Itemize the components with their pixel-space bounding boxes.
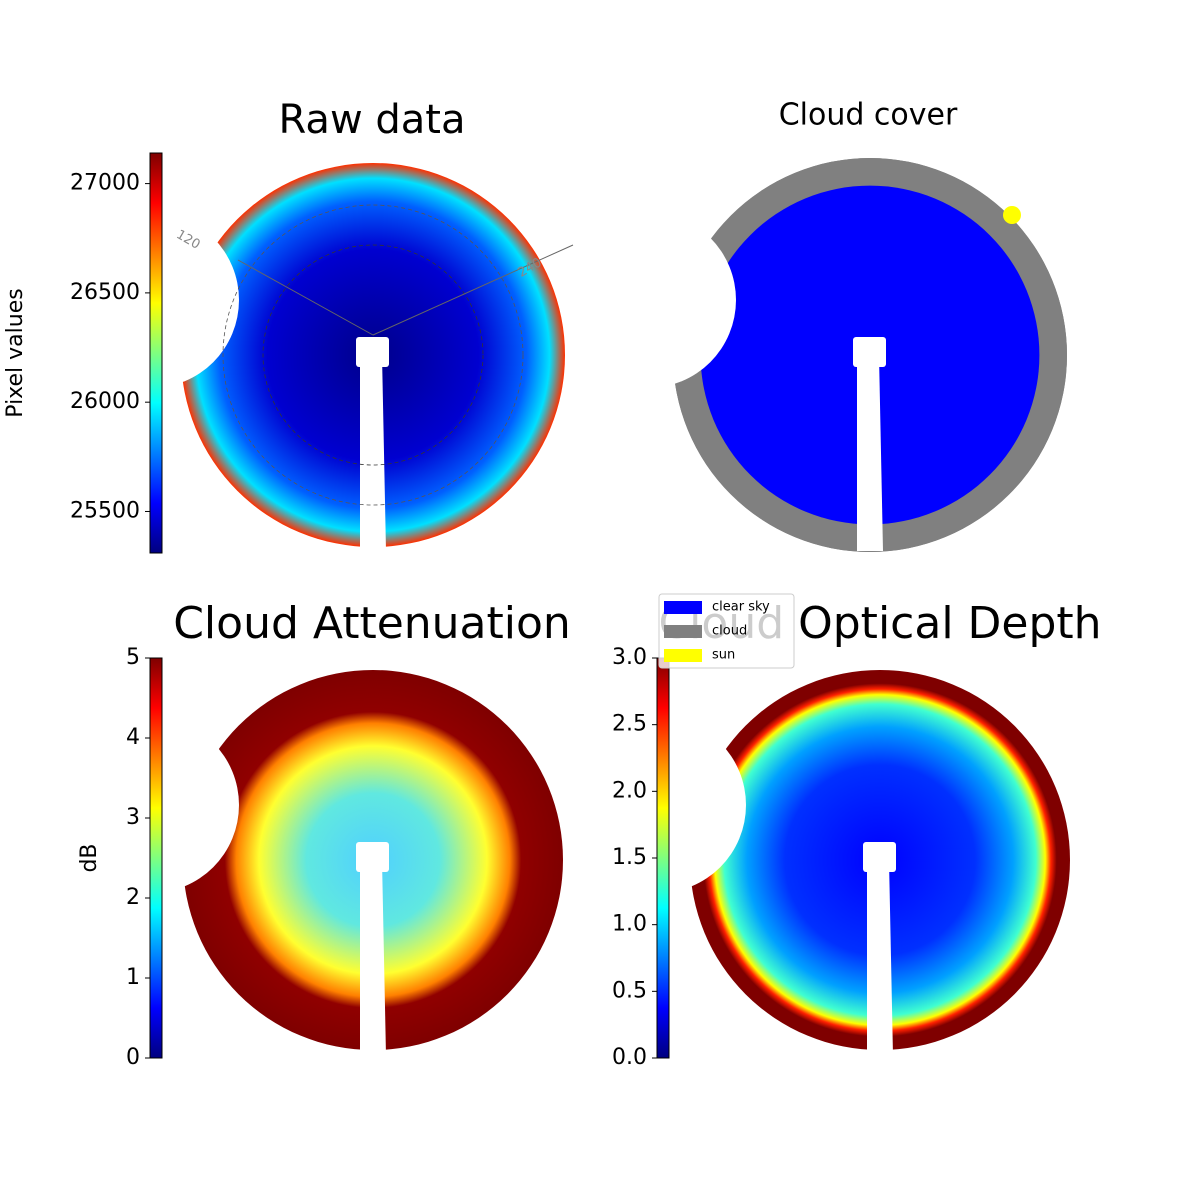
colorbar-tick-label: 2.5 <box>612 712 647 737</box>
panel: Raw data12024025500260002650027000Pixel … <box>3 97 574 554</box>
panel-title: Raw data <box>279 97 466 143</box>
legend-label: sun <box>712 648 735 663</box>
colorbar-tick-label: 3 <box>126 805 140 830</box>
panel: Cloud cover <box>560 98 1067 552</box>
legend-swatch <box>664 649 702 662</box>
colorbar-tick-label: 0.5 <box>612 978 647 1003</box>
colorbar-label: dB <box>77 843 102 872</box>
colorbar <box>149 152 163 554</box>
polar-grid <box>222 204 524 506</box>
polar-spoke <box>372 244 574 336</box>
colorbar-tick-label: 26500 <box>70 280 140 305</box>
colorbar-tick-label: 26000 <box>70 389 140 414</box>
legend-swatch <box>664 625 702 638</box>
mast <box>867 860 893 1056</box>
panel: Cloud Attenuation 0 1 2 3 4 5 dB <box>63 598 571 1070</box>
legend-label: clear sky <box>712 600 770 615</box>
colorbar-tick-label: 1.5 <box>612 845 647 870</box>
polar-spoke <box>237 259 374 336</box>
colorbar <box>656 657 670 1059</box>
colorbar-tick-label: 1 <box>126 965 140 990</box>
colorbar-tick-label: 4 <box>126 725 140 750</box>
colorbar-tick-label: 2 <box>126 885 140 910</box>
camera-arm <box>356 337 389 367</box>
polar-grid <box>262 244 484 466</box>
colorbar-label: Pixel values <box>3 288 28 417</box>
colorbar-tick-label: 0 <box>126 1045 140 1070</box>
camera-arm <box>853 337 886 367</box>
colorbar-tick-label: 5 <box>126 645 140 670</box>
camera-arm <box>863 842 896 872</box>
colorbar-tick-label: 2.0 <box>612 778 647 803</box>
camera-arm <box>356 842 389 872</box>
colorbar-tick-label: 25500 <box>70 498 140 523</box>
legend-label: cloud <box>712 624 747 639</box>
colorbar <box>149 657 163 1059</box>
sun-marker <box>1003 206 1021 224</box>
legend-swatch <box>664 601 702 614</box>
colorbar-tick-label: 3.0 <box>612 645 647 670</box>
legend: clear sky cloud sun <box>658 593 795 669</box>
colorbar-tick-label: 1.0 <box>612 912 647 937</box>
panel-title: Cloud Attenuation <box>173 598 571 649</box>
mast <box>360 355 386 551</box>
image-notch <box>560 212 736 388</box>
mast <box>857 355 883 551</box>
colorbar-tick-label: 27000 <box>70 171 140 196</box>
colorbar-tick-label: 0.0 <box>612 1045 647 1070</box>
mast <box>360 860 386 1056</box>
panel-title: Cloud cover <box>779 98 958 133</box>
